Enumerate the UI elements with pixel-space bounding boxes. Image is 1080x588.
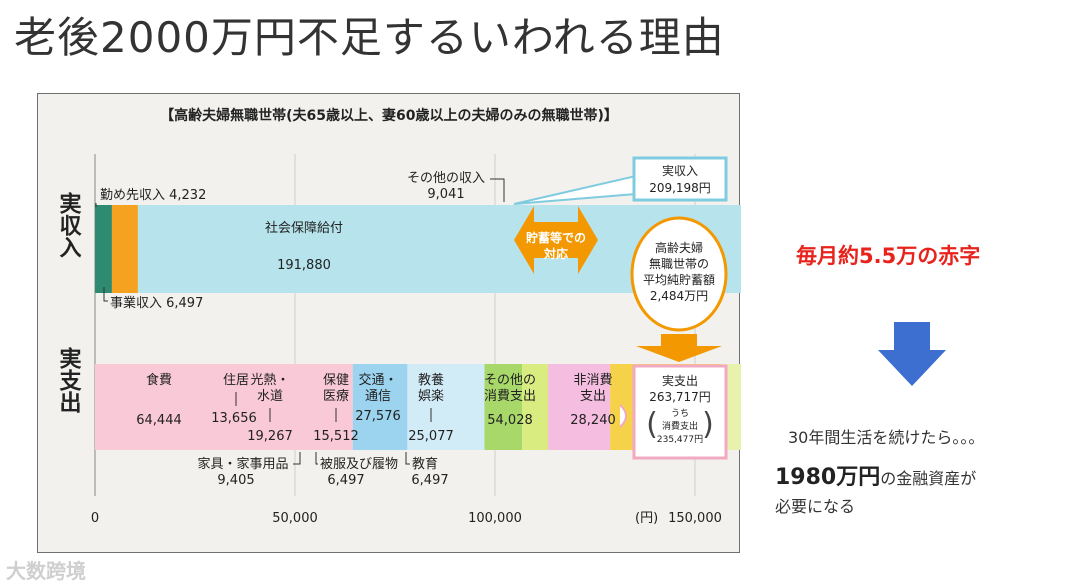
income-bar-1 [111,205,138,293]
savings-circle-line-2: 無職世帯の [649,256,709,271]
expense-callout-paren-right: ) [702,407,714,442]
food-label: 食費 [146,372,172,388]
expense-callout-pointer [619,404,627,428]
non-consumption-label-2: 支出 [580,389,606,404]
other-income-value: 9,041 [427,187,464,202]
expense-bar-2 [407,364,485,450]
utilities-label-2: 水道 [257,389,283,404]
furniture-label: 家具・家事用品 [197,456,288,472]
required-assets-note: 1980万円の金融資産が 必要になる [775,464,976,521]
expense-callout-box [632,364,728,460]
chart-title: 【高齢夫婦無職世帯(夫65歳以上、妻60歳以上の夫婦のみの無職世帯)】 [160,107,618,124]
income-callout-title: 実収入 [662,163,698,178]
transport-value: 27,576 [355,409,401,424]
furniture-leader [293,452,301,465]
expense-callout-sub-1: うち [671,408,689,419]
expense-callout-sub-2: 消費支出 [662,420,698,432]
watermark-logo: 大数跨境 [6,559,86,583]
health-value: 15,512 [313,429,359,444]
income-bar-0 [95,205,112,293]
other-consumption-value: 54,028 [487,413,533,428]
recreation-label-1: 教養 [418,372,444,388]
savings-arrow-label-2: 対応 [543,246,568,261]
food-value: 64,444 [136,413,182,428]
income-callout-box [632,156,728,202]
savings-double-arrow [514,206,598,274]
health-label-2: 医療 [323,389,349,404]
savings-circle-line-3: 平均純貯蓄額 [643,273,715,287]
furniture-value: 9,405 [217,473,254,488]
required-assets-text-2: 必要になる [775,497,856,516]
monthly-deficit-text: 毎月約5.5万の赤字 [796,244,981,268]
expense-bar-group [95,364,741,450]
required-assets-text-1: の金融資産が [880,469,977,488]
savings-circle [630,216,728,332]
utilities-label-1: 光熱・ [250,373,289,388]
expense-bar-5 [548,364,611,450]
savings-down-arrow [636,334,722,362]
arrow-down-shape [878,322,946,386]
non-consumption-label-1: 非消費 [573,373,612,388]
expense-callout-title: 実支出 [662,373,698,388]
other-consumption-label-2: 消費支出 [484,389,536,404]
x-tick-label-100000: 100,000 [468,511,522,526]
employment-income-label: 勤め先収入 4,232 [100,188,206,203]
income-row-label: 実収入 [56,191,82,258]
utilities-value: 19,267 [247,429,293,444]
savings-circle-line-4: 2,484万円 [650,289,708,303]
arrow-down-icon [878,322,946,386]
x-tick-label-50000: 50,000 [272,511,318,526]
recreation-value: 25,077 [408,429,454,444]
expense-bar-1 [352,364,408,450]
expense-callout-value: 263,717円 [649,390,711,404]
expense-bar-4 [522,364,549,450]
housing-value: 13,656 [211,411,257,426]
expense-bar-0 [95,364,353,450]
transport-label-2: 通信 [365,389,391,404]
x-axis-unit: (円) [635,511,658,526]
expense-bar-3 [484,364,523,450]
chart-canvas: 【高齢夫婦無職世帯(夫65歳以上、妻60歳以上の夫婦のみの無職世帯)】 実収入 … [56,107,741,526]
x-tick-label-0: 0 [91,511,99,526]
clothing-label: 被服及び履物 [320,457,398,472]
x-tick-label-150000: 150,000 [668,511,722,526]
household-budget-chart: 【高齢夫婦無職世帯(夫65歳以上、妻60歳以上の夫婦のみの無職世帯)】 実収入 … [37,93,741,553]
education-value: 6,497 [411,473,448,488]
other-consumption-label-1: その他の [484,373,536,388]
housing-label: 住居 [223,373,249,388]
income-callout-pointer [513,174,637,205]
social-security-value: 191,880 [277,258,331,273]
transport-label-1: 交通・ [358,372,397,388]
recreation-label-2: 娯楽 [418,388,444,404]
other-income-leader [490,178,505,202]
health-label-1: 保健 [323,373,349,388]
clothing-value: 6,497 [327,473,364,488]
clothing-leader [315,452,318,465]
required-amount: 1980万円 [775,465,881,490]
expense-row-label: 実支出 [56,346,82,413]
other-income-label: その他の収入 [407,171,485,186]
education-leader [405,452,410,465]
social-security-label: 社会保障給付 [265,220,343,236]
business-income-leader [103,287,108,302]
thirty-years-note: 30年間生活を続けたら。。。 [788,428,985,447]
non-consumption-value: 28,240 [570,413,616,428]
slide-title: 老後2000万円不足するいわれる理由 [14,13,725,62]
education-label: 教育 [412,456,438,472]
savings-circle-line-1: 高齢夫婦 [655,240,703,255]
expense-callout-sub-3: 235,477円 [657,434,703,445]
income-callout-value: 209,198円 [649,181,711,195]
expense-callout-paren-left: ( [646,407,658,442]
savings-arrow-label-1: 貯蓄等での [526,230,586,245]
business-income-label: 事業収入 6,497 [110,295,203,311]
